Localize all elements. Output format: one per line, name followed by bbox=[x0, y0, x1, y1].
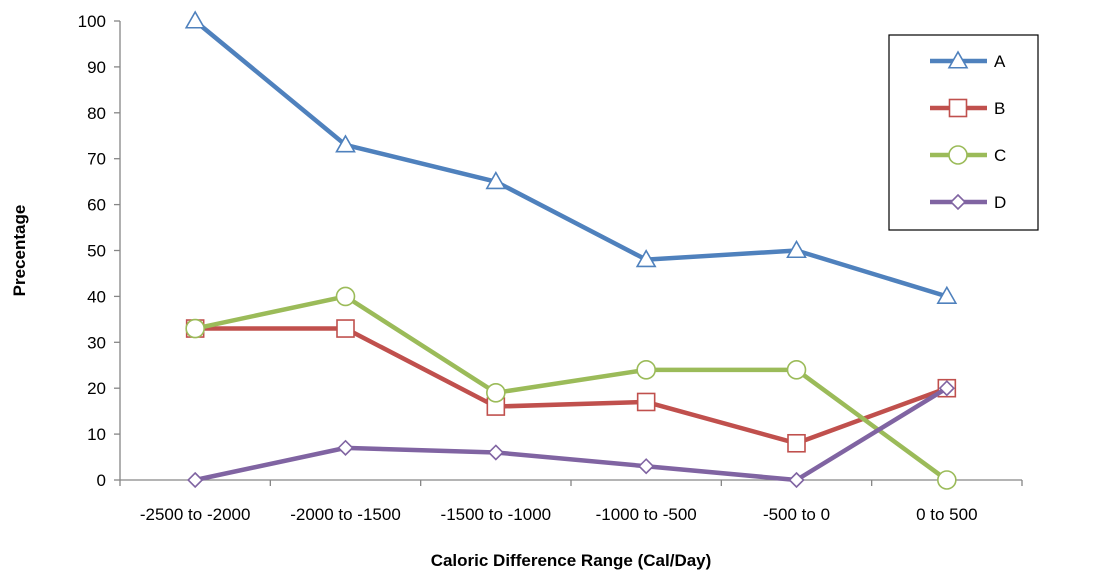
series-A bbox=[184, 10, 958, 304]
legend-label: B bbox=[994, 99, 1005, 118]
data-point bbox=[636, 360, 656, 380]
series-line bbox=[193, 19, 948, 299]
y-tick-label: 10 bbox=[87, 425, 106, 444]
data-point bbox=[185, 318, 205, 339]
series-layer bbox=[184, 10, 958, 490]
legend-item: A bbox=[930, 50, 1006, 71]
x-tick-label: 0 to 500 bbox=[916, 505, 977, 524]
series-line bbox=[195, 326, 948, 446]
data-point bbox=[487, 444, 504, 461]
legend-marker bbox=[948, 98, 968, 118]
y-tick-label: 70 bbox=[87, 150, 106, 169]
legend: A B C D bbox=[888, 34, 1039, 231]
y-tick-label: 20 bbox=[87, 379, 106, 398]
x-tick-label: -2500 to -2000 bbox=[140, 505, 251, 524]
legend-label: D bbox=[994, 193, 1006, 212]
data-point bbox=[486, 382, 506, 403]
x-tick-label: -500 to 0 bbox=[763, 505, 830, 524]
data-point bbox=[786, 360, 807, 380]
y-tick-label: 90 bbox=[87, 58, 106, 77]
y-tick-label: 40 bbox=[87, 287, 106, 306]
data-point bbox=[787, 433, 806, 453]
x-axis-ticks: -2500 to -2000 -2000 to -1500 -1500 to -10… bbox=[119, 480, 1023, 524]
data-point bbox=[335, 134, 356, 153]
data-point bbox=[936, 285, 958, 304]
legend-label: C bbox=[994, 146, 1006, 165]
data-point bbox=[788, 471, 805, 489]
series-line bbox=[194, 294, 949, 482]
legend-label: A bbox=[994, 52, 1006, 71]
data-point bbox=[184, 10, 206, 29]
series-C bbox=[185, 286, 957, 490]
series-D bbox=[187, 380, 955, 489]
data-point bbox=[336, 319, 355, 338]
data-point bbox=[337, 439, 354, 457]
y-tick-label: 0 bbox=[97, 471, 106, 490]
x-tick-label: -1500 to -1000 bbox=[441, 505, 552, 524]
y-tick-label: 30 bbox=[87, 333, 106, 352]
x-tick-label: -1000 to -500 bbox=[596, 505, 697, 524]
series-line bbox=[194, 386, 949, 483]
data-point bbox=[485, 171, 507, 190]
data-point bbox=[938, 380, 955, 397]
data-point bbox=[786, 239, 807, 259]
x-tick-label: -2000 to -1500 bbox=[290, 505, 401, 524]
data-point bbox=[636, 392, 656, 412]
legend-marker bbox=[947, 50, 969, 69]
data-point bbox=[638, 458, 655, 475]
legend-marker bbox=[949, 193, 967, 211]
data-point bbox=[335, 286, 356, 307]
x-axis-title: Caloric Difference Range (Cal/Day) bbox=[431, 551, 712, 570]
data-point bbox=[635, 249, 657, 268]
data-point bbox=[187, 471, 204, 489]
y-tick-label: 50 bbox=[87, 242, 106, 261]
y-tick-label: 80 bbox=[87, 104, 106, 123]
y-axis-title: Precentage bbox=[10, 205, 29, 297]
y-tick-label: 100 bbox=[78, 12, 106, 31]
legend-marker bbox=[948, 145, 968, 165]
y-tick-label: 60 bbox=[87, 196, 106, 215]
legend-item: B bbox=[930, 98, 1005, 118]
series-B bbox=[185, 319, 957, 453]
legend-item: C bbox=[930, 145, 1006, 165]
y-axis-ticks: 0 10 20 30 40 50 60 70 80 90 100 bbox=[78, 12, 120, 490]
legend-item: D bbox=[930, 193, 1006, 212]
data-point bbox=[937, 470, 957, 490]
